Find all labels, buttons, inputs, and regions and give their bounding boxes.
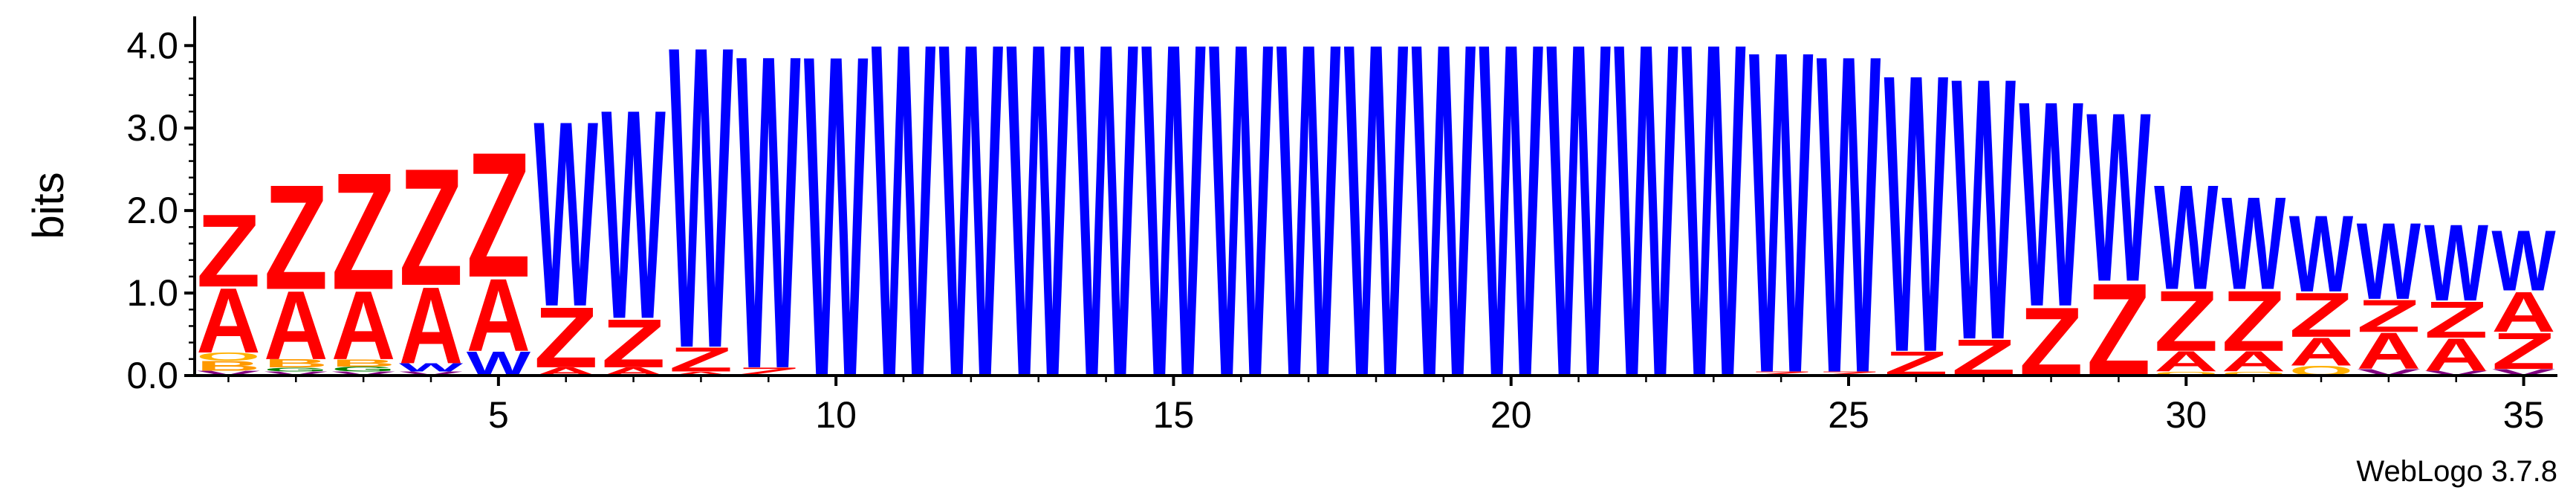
- glyph-w-pos-34: W: [2424, 202, 2489, 324]
- glyph-z-pos-6: Z: [534, 290, 598, 386]
- glyph-w-pos-32: W: [2289, 193, 2354, 315]
- glyph-a-pos-34: A: [2424, 329, 2488, 381]
- glyph-v-pos-1: V: [196, 370, 260, 377]
- glyph-w-pos-14: W: [1074, 0, 1138, 477]
- glyph-w-pos-33: W: [2357, 199, 2421, 322]
- glyph-w-pos-27: W: [1952, 0, 2017, 418]
- glyph-w-pos-13: W: [1007, 0, 1071, 477]
- x-tick-label: 5: [488, 394, 509, 436]
- glyph-a-pos-30: A: [2154, 346, 2218, 378]
- glyph-z-pos-8: Z: [669, 341, 733, 379]
- glyph-a-pos-33: A: [2357, 322, 2421, 380]
- glyph-z-pos-24: Z: [1749, 370, 1813, 377]
- glyph-w-pos-29: W: [2086, 62, 2150, 332]
- glyph-w-pos-23: W: [1681, 0, 1746, 477]
- glyph-z-pos-2: Z: [264, 154, 328, 321]
- glyph-a-pos-3: A: [331, 270, 395, 380]
- glyph-a-pos-2: A: [264, 270, 328, 380]
- glyph-z-pos-30: Z: [2154, 274, 2218, 370]
- glyph-z-pos-34: Z: [2424, 291, 2488, 349]
- glyph-z-pos-1: Z: [196, 193, 260, 309]
- glyph-w-pos-22: W: [1614, 0, 1678, 477]
- glyph-z-pos-33: Z: [2357, 291, 2421, 342]
- glyph-w-pos-25: W: [1817, 0, 1881, 468]
- glyph-w-pos-31: W: [2222, 170, 2286, 318]
- glyph-w-pos-24: W: [1749, 0, 1814, 469]
- glyph-w-pos-4: W: [399, 361, 463, 374]
- glyph-z-pos-35: Z: [2491, 322, 2555, 380]
- x-tick-label: 30: [2165, 394, 2207, 436]
- glyph-a-pos-1: A: [196, 269, 260, 372]
- x-tick-label: 10: [815, 394, 857, 436]
- glyph-a-pos-31: A: [2222, 346, 2285, 378]
- x-tick-label: 35: [2503, 394, 2545, 436]
- glyph-w-pos-17: W: [1276, 0, 1341, 477]
- glyph-a-pos-4: A: [399, 265, 463, 387]
- glyph-w-pos-16: W: [1209, 0, 1274, 477]
- glyph-w-pos-7: W: [601, 47, 666, 381]
- glyph-v-pos-2: V: [264, 370, 328, 377]
- glyph-w-pos-15: W: [1141, 0, 1206, 477]
- x-tick-label: 20: [1490, 394, 1532, 436]
- y-tick-label: 4.0: [126, 25, 178, 66]
- glyph-z-pos-7: Z: [601, 306, 665, 382]
- x-axis-ticks: 5 10 15 20 25 30 35: [227, 376, 2545, 436]
- glyph-b-pos-3: B: [331, 357, 395, 369]
- glyph-w-pos-10: W: [804, 0, 869, 474]
- glyph-z-pos-25: Z: [1817, 370, 1881, 377]
- glyph-w-pos-11: W: [872, 0, 936, 477]
- y-tick-label: 0.0: [126, 355, 178, 396]
- x-tick-label: 15: [1153, 394, 1195, 436]
- glyph-w-pos-20: W: [1479, 0, 1544, 477]
- glyph-w-pos-18: W: [1344, 0, 1409, 477]
- glyph-g-pos-3: G: [331, 365, 395, 373]
- y-axis-ticks: 0.0 1.0 2.0 3.0 4.0: [126, 25, 195, 396]
- glyph-w-pos-8: W: [669, 0, 733, 439]
- glyph-z-pos-5: Z: [467, 115, 531, 315]
- glyph-w-pos-30: W: [2154, 154, 2219, 321]
- glyph-a-pos-35: A: [2491, 280, 2555, 344]
- y-tick-label: 3.0: [126, 107, 178, 149]
- glyph-w-pos-12: W: [939, 0, 1004, 477]
- glyph-a-pos-5: A: [467, 257, 531, 373]
- glyph-g-pos-2: G: [264, 366, 328, 373]
- glyph-v-pos-3: V: [331, 370, 395, 377]
- y-tick-label: 2.0: [126, 190, 178, 231]
- glyph-w-pos-28: W: [2019, 39, 2083, 367]
- glyph-z-pos-32: Z: [2289, 279, 2353, 350]
- weblogo-version-footer: WebLogo 3.7.8: [2356, 455, 2557, 488]
- glyph-o-pos-30: O: [2154, 370, 2218, 377]
- glyph-b-pos-1: B: [196, 358, 260, 374]
- glyph-w-pos-6: W: [534, 67, 599, 362]
- glyph-o-pos-1: O: [196, 350, 260, 363]
- glyph-w-pos-35: W: [2491, 213, 2556, 309]
- x-tick-label: 25: [1828, 394, 1869, 436]
- glyph-a-pos-32: A: [2289, 329, 2353, 375]
- glyph-z-pos-31: Z: [2222, 274, 2285, 370]
- glyph-b-pos-2: B: [264, 357, 328, 370]
- glyph-v-pos-4: V: [399, 370, 463, 377]
- glyph-o-pos-31: O: [2222, 370, 2285, 377]
- y-axis-label: bits: [25, 172, 73, 239]
- axes: 0.0 1.0 2.0 3.0 4.0 5 10 15 20 25 30 35: [126, 16, 2557, 436]
- glyph-v-pos-34: V: [2424, 370, 2488, 377]
- y-tick-label: 1.0: [126, 272, 178, 314]
- glyph-z-pos-3: Z: [331, 138, 395, 324]
- glyph-w-pos-19: W: [1412, 0, 1476, 477]
- glyph-z-pos-4: Z: [399, 133, 463, 320]
- glyph-w-pos-21: W: [1546, 0, 1611, 477]
- glyph-w-pos-9: W: [736, 0, 801, 463]
- glyph-a-pos-8: A: [669, 370, 733, 377]
- glyph-w-pos-26: W: [1884, 0, 1949, 436]
